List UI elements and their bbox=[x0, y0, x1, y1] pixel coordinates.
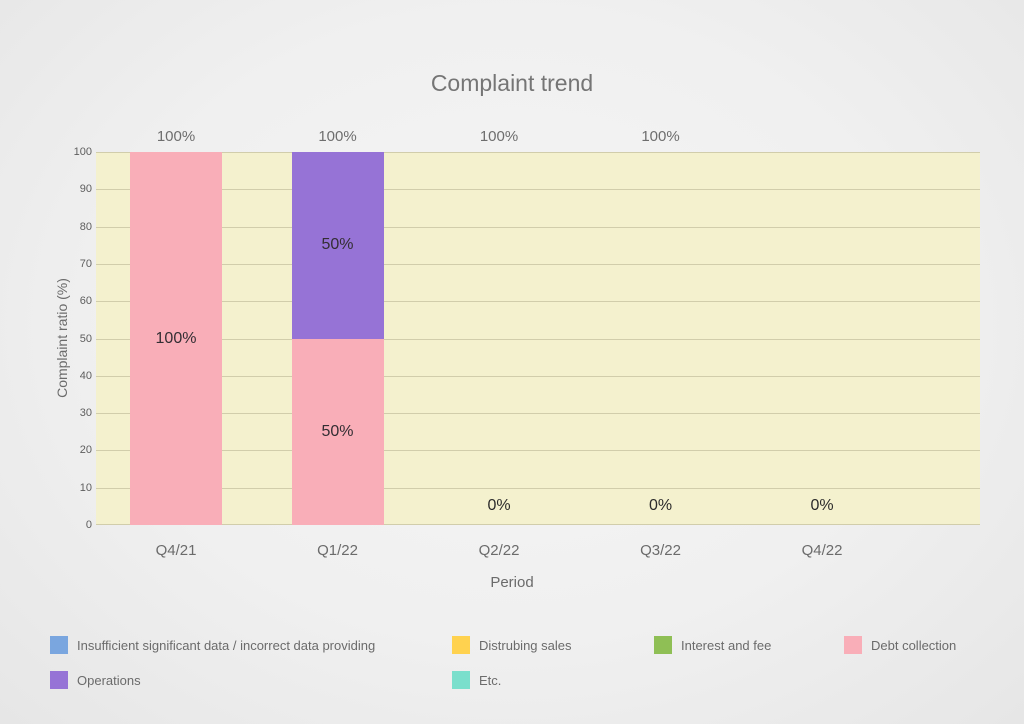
legend-swatch-interest-and-fee bbox=[654, 636, 672, 654]
gridline-40 bbox=[96, 375, 980, 377]
total-label-q4-21: 100% bbox=[156, 128, 196, 145]
bar-q1-22-debt-collection[interactable]: 50% bbox=[291, 338, 384, 525]
legend-item-insufficient-significant-data-incorrect-data-providing: Insufficient significant data / incorrec… bbox=[50, 636, 375, 654]
plot-area: 100% 50% 50% 0% 0% 0% bbox=[96, 152, 980, 525]
legend-label-insufficient-significant-data-incorrect-data-providing: Insufficient significant data / incorrec… bbox=[77, 637, 376, 653]
category-label-q4-21: Q4/21 bbox=[155, 542, 197, 559]
legend-item-interest-and-fee: Interest and fee bbox=[654, 636, 771, 654]
legend-label-operations: Operations bbox=[77, 672, 141, 688]
total-label-q3-22: 100% bbox=[641, 128, 680, 145]
legend-label-interest-and-fee: Interest and fee bbox=[681, 637, 772, 653]
zero-label-q2-22: 0% bbox=[487, 497, 511, 514]
y-tick-label-80: 80 bbox=[79, 220, 92, 233]
category-label-q3-22: Q3/22 bbox=[640, 542, 681, 559]
x-axis-title: Period bbox=[490, 574, 534, 591]
bar-label-q4-21-debt-collection: 100% bbox=[155, 329, 197, 347]
bar-q4-21-debt-collection[interactable]: 100% bbox=[130, 152, 222, 525]
gridline-80 bbox=[96, 226, 980, 228]
gridline-60 bbox=[96, 301, 980, 303]
gridline-30 bbox=[96, 413, 980, 415]
category-label-q1-22: Q1/22 bbox=[317, 542, 358, 559]
gridline-70 bbox=[96, 263, 980, 265]
y-tick-label-20: 20 bbox=[79, 444, 92, 457]
y-tick-label-0: 0 bbox=[85, 519, 92, 531]
y-tick-label-70: 70 bbox=[79, 257, 92, 270]
legend-label-etc: Etc. bbox=[479, 672, 502, 688]
gridline-20 bbox=[96, 450, 980, 452]
zero-label-q4-22: 0% bbox=[810, 497, 834, 514]
gridline-50 bbox=[96, 338, 980, 340]
legend-label-debt-collection: Debt collection bbox=[871, 637, 957, 653]
y-tick-label-30: 30 bbox=[79, 407, 92, 420]
y-tick-label-90: 90 bbox=[79, 183, 92, 196]
bar-q1-22-operations[interactable]: 50% bbox=[291, 152, 384, 339]
total-label-q2-22: 100% bbox=[479, 128, 519, 145]
category-label-q4-22: Q4/22 bbox=[801, 542, 843, 559]
legend-item-etc: Etc. bbox=[452, 671, 501, 689]
chart-title: Complaint trend bbox=[430, 70, 594, 96]
legend-swatch-etc bbox=[452, 671, 470, 689]
legend-swatch-distrubing-sales bbox=[452, 636, 470, 654]
zero-label-q3-22: 0% bbox=[648, 497, 673, 514]
y-tick-label-10: 10 bbox=[79, 481, 92, 494]
total-label-q1-22: 100% bbox=[318, 128, 357, 145]
legend-item-operations: Operations bbox=[50, 671, 141, 689]
bar-label-q1-22-debt-collection: 50% bbox=[321, 422, 354, 440]
gridline-10 bbox=[96, 487, 980, 489]
category-label-q2-22: Q2/22 bbox=[478, 542, 520, 559]
y-tick-label-40: 40 bbox=[79, 369, 92, 382]
y-tick-label-50: 50 bbox=[79, 332, 92, 345]
legend-swatch-debt-collection bbox=[844, 636, 862, 654]
legend-label-distrubing-sales: Distrubing sales bbox=[479, 637, 572, 653]
gridline-0 bbox=[96, 524, 980, 525]
legend-swatch-operations bbox=[50, 671, 68, 689]
y-tick-label-60: 60 bbox=[79, 295, 92, 308]
legend-item-distrubing-sales: Distrubing sales bbox=[452, 636, 572, 654]
y-tick-label-100: 100 bbox=[73, 146, 92, 158]
gridline-90 bbox=[96, 189, 980, 191]
legend-swatch-insufficient-significant-data-incorrect-data-providing bbox=[50, 636, 68, 654]
bar-label-q1-22-operations: 50% bbox=[321, 236, 354, 254]
gridline-100 bbox=[96, 152, 980, 153]
legend-item-debt-collection: Debt collection bbox=[844, 636, 956, 654]
